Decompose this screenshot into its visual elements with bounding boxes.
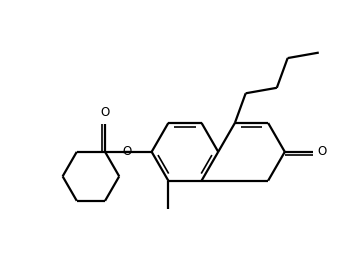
Text: O: O	[101, 106, 110, 119]
Text: O: O	[122, 145, 131, 158]
Text: O: O	[317, 145, 326, 158]
